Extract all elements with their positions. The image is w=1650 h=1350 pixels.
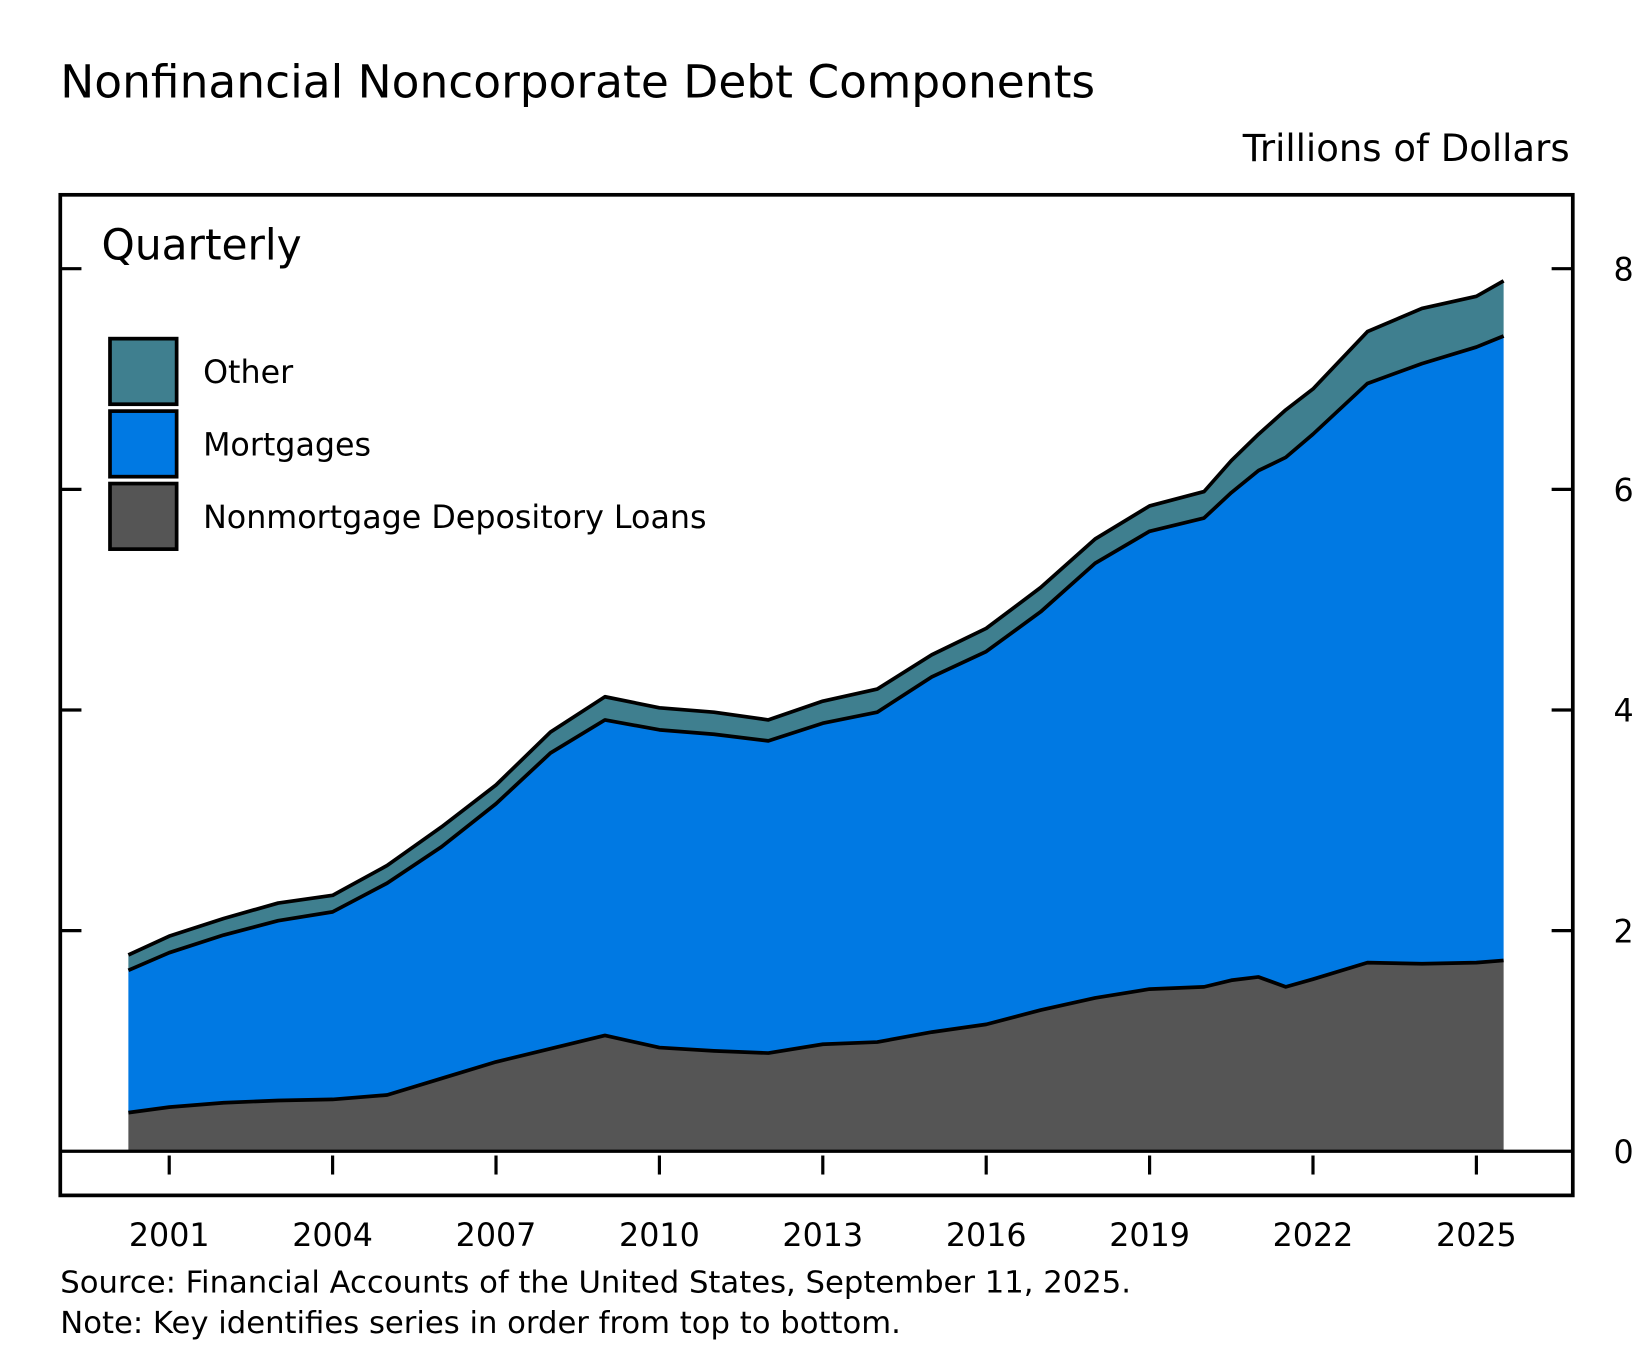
legend-swatch [108, 336, 179, 407]
x-tick-label: 2010 [619, 1218, 700, 1254]
area [128, 280, 1504, 971]
chart-title: Nonfinancial Noncorporate Debt Component… [60, 56, 1095, 109]
y-tick-label: 2 [1613, 914, 1633, 950]
y-tick-label: 4 [1613, 694, 1633, 730]
legend-item: Mortgages [108, 409, 371, 479]
legend-item: Nonmortgage Depository Loans [108, 481, 707, 551]
footnote: Note: Key identifies series in order fro… [60, 1306, 901, 1341]
x-tick-label: 2007 [456, 1218, 537, 1254]
x-tick-label: 2001 [129, 1218, 210, 1254]
frequency-label: Quarterly [102, 220, 302, 269]
axis-unit-label: Trillions of Dollars [1242, 127, 1570, 170]
legend-label: Nonmortgage Depository Loans [203, 500, 706, 536]
legend-label: Other [203, 355, 294, 391]
area-outline [127, 279, 1505, 957]
legend-swatch [108, 409, 179, 479]
y-tick-label: 0 [1613, 1135, 1633, 1171]
x-tick-label: 2004 [292, 1218, 373, 1254]
y-tick-label: 6 [1613, 473, 1633, 509]
area-outline [128, 958, 1504, 1115]
area [128, 960, 1504, 1152]
y-tick-label: 8 [1613, 252, 1633, 288]
plot-frame [58, 192, 1575, 1198]
x-tick-label: 2013 [782, 1218, 863, 1254]
legend-swatch [108, 481, 179, 551]
plot-area [127, 279, 1505, 1152]
x-tick-label: 2025 [1436, 1218, 1517, 1254]
x-tick-label: 2016 [946, 1218, 1027, 1254]
legend-label: Mortgages [203, 428, 371, 464]
x-tick-label: 2022 [1273, 1218, 1354, 1254]
area-outline [127, 334, 1505, 973]
source-note: Source: Financial Accounts of the United… [60, 1266, 1131, 1301]
legend-item: Other [108, 336, 294, 407]
x-tick-label: 2019 [1109, 1218, 1190, 1254]
